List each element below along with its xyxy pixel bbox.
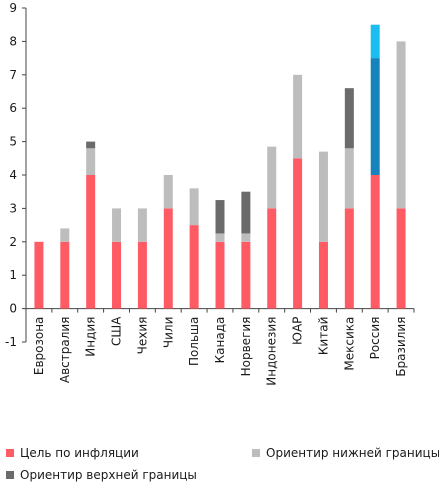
bar-lower-band <box>293 74 303 159</box>
bar-target <box>137 241 147 309</box>
bar-lower-band <box>60 228 70 242</box>
bar-target <box>60 241 70 309</box>
bar-target <box>396 208 406 309</box>
category-label: Австралия <box>58 317 72 384</box>
bar-target <box>267 208 277 309</box>
bar-upper-band <box>86 141 96 149</box>
y-tick-label: 4 <box>9 168 17 182</box>
bar-target <box>344 208 354 309</box>
y-tick-label: 5 <box>9 135 17 149</box>
legend-item-target: Цель по инфляции <box>6 446 139 460</box>
bar-target <box>86 175 96 309</box>
y-tick-label: 6 <box>9 101 17 115</box>
legend-item-lower: Ориентир нижней границы <box>252 446 439 460</box>
bar-segment <box>370 24 380 59</box>
y-tick-label: 8 <box>9 34 17 48</box>
category-label: Индонезия <box>265 317 279 386</box>
y-tick-label: 1 <box>9 268 17 282</box>
legend-label-target: Цель по инфляции <box>20 446 139 460</box>
legend-item-upper: Ориентир верхней границы <box>6 468 197 482</box>
bar-lower-band <box>86 148 96 175</box>
bar-target <box>318 241 328 309</box>
bar-lower-band <box>215 233 225 242</box>
bar-lower-band <box>189 188 199 226</box>
bar-lower-band <box>112 208 122 242</box>
bar-upper-band <box>215 200 225 234</box>
y-tick-label: -1 <box>5 335 17 349</box>
y-tick-label: 3 <box>9 201 17 215</box>
category-label: Польша <box>187 317 201 366</box>
bar-target <box>241 241 251 309</box>
y-tick-label: 9 <box>9 1 17 15</box>
bar-upper-band <box>241 191 251 234</box>
category-label: Мексика <box>342 317 356 371</box>
y-tick-label: 2 <box>9 235 17 249</box>
category-label: Чехия <box>135 317 149 355</box>
bar-lower-band <box>137 208 147 242</box>
y-tick-label: 0 <box>9 302 17 316</box>
category-label: Канада <box>213 317 227 364</box>
category-label: Россия <box>368 317 382 360</box>
category-label: ЮАР <box>291 317 305 345</box>
category-label: Еврозона <box>32 317 46 376</box>
legend-swatch-target <box>6 449 14 457</box>
category-label: Бразилия <box>394 317 408 377</box>
legend-label-lower: Ориентир нижней границы <box>266 446 439 460</box>
bar-lower-band <box>267 146 277 209</box>
bar-target <box>293 158 303 309</box>
bar-lower-band <box>318 151 328 242</box>
category-label: Индия <box>84 317 98 357</box>
category-label: Чили <box>161 317 175 349</box>
legend-swatch-lower <box>252 449 260 457</box>
bar-upper-band <box>344 88 354 149</box>
bar-target <box>189 225 199 309</box>
y-tick-label: 7 <box>9 68 17 82</box>
bar-lower-band <box>241 233 251 242</box>
category-label: США <box>110 316 124 346</box>
bar-target <box>112 241 122 309</box>
bar-lower-band <box>163 175 173 209</box>
bar-target <box>215 241 225 309</box>
bar-lower-band <box>344 148 354 209</box>
bar-segment <box>370 175 380 309</box>
bar-segment <box>370 58 380 175</box>
bar-target <box>34 241 44 309</box>
legend-swatch-upper <box>6 471 14 479</box>
bar-lower-band <box>396 41 406 209</box>
legend-label-upper: Ориентир верхней границы <box>20 468 197 482</box>
category-label: Норвегия <box>239 317 253 377</box>
bar-target <box>163 208 173 309</box>
category-label: Китай <box>316 317 330 355</box>
